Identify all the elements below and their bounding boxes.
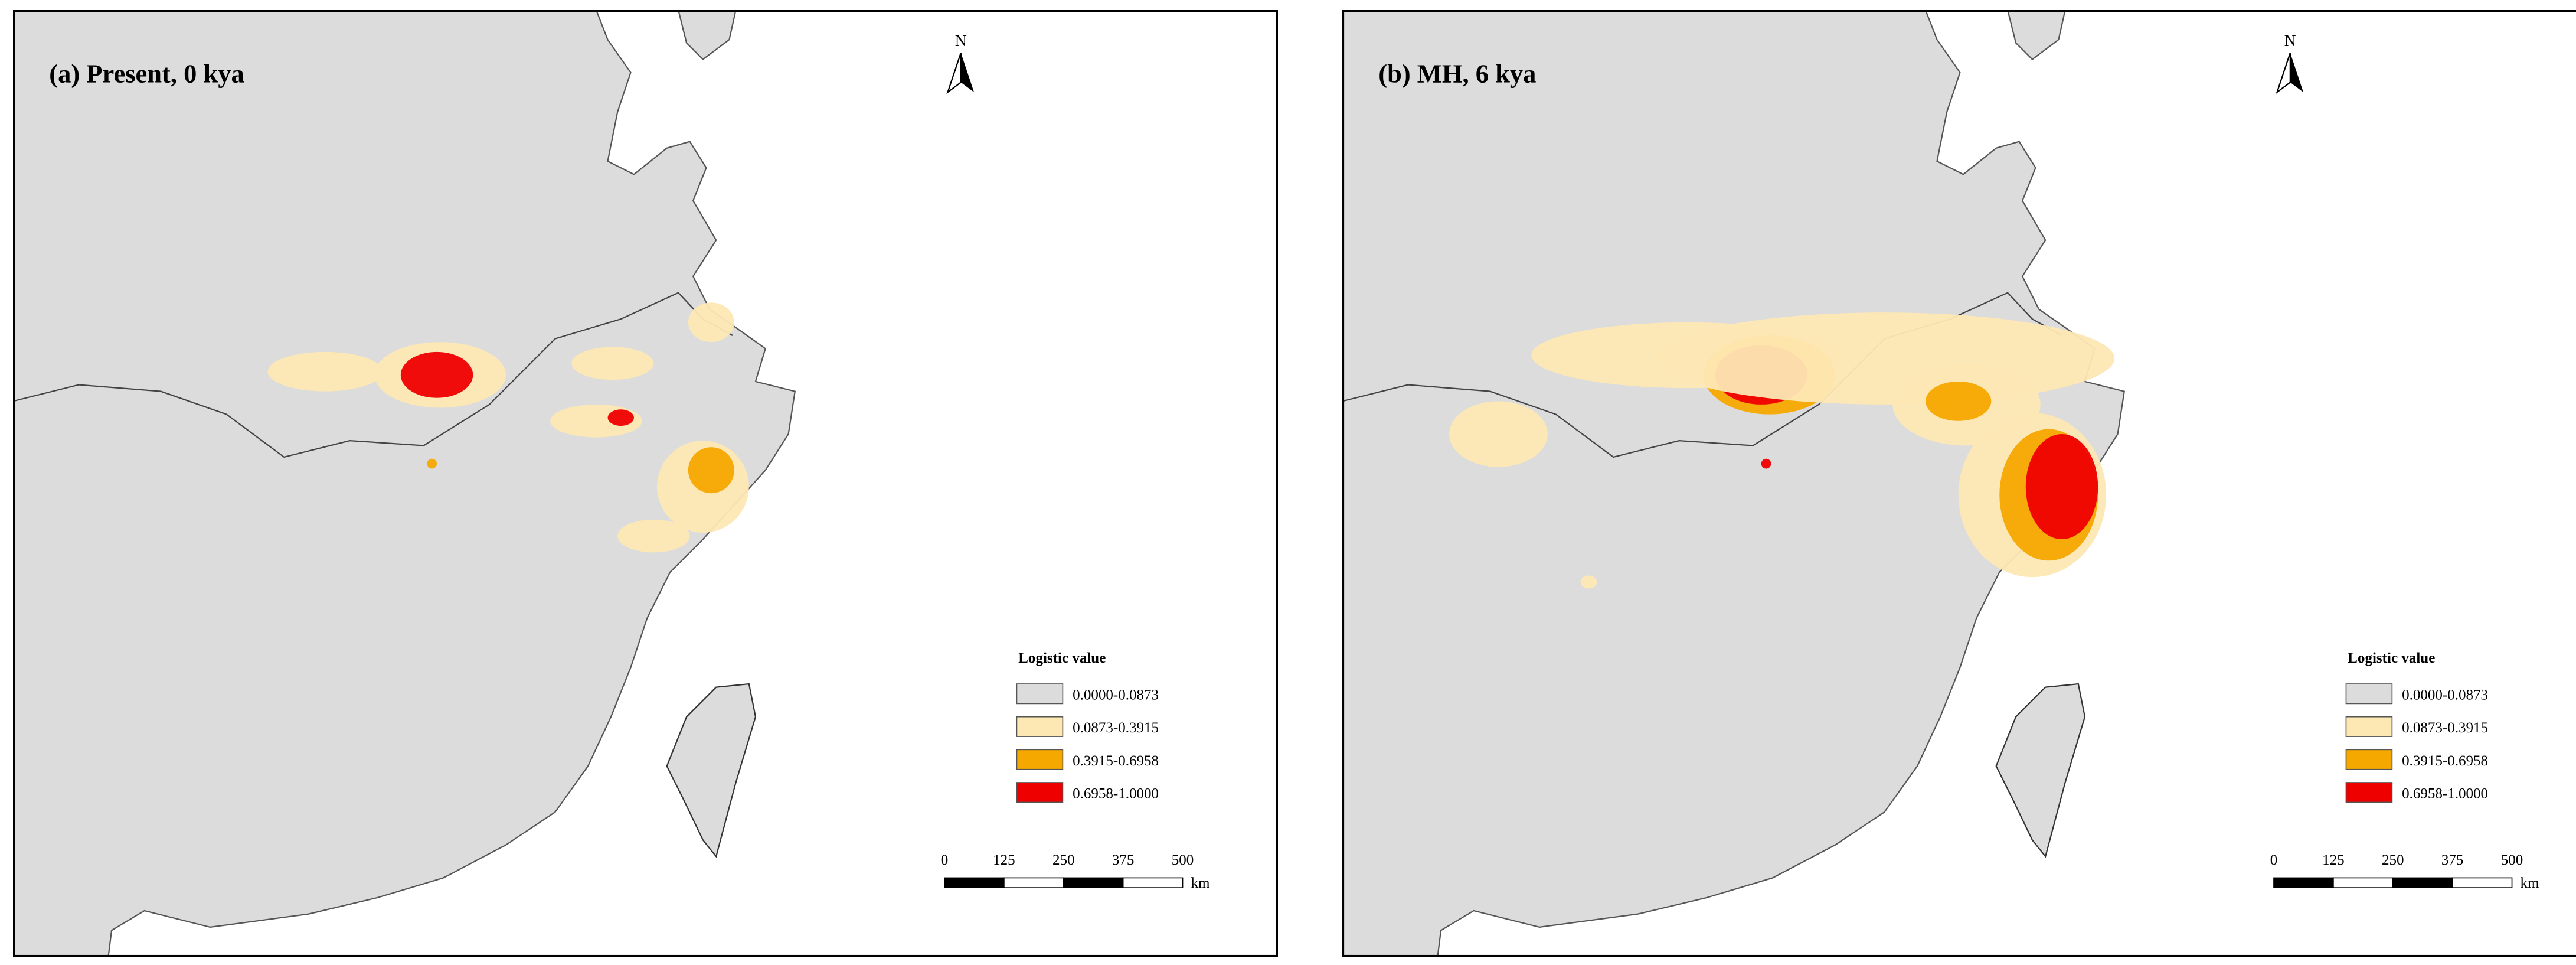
panel-title: (a) Present, 0 kya	[49, 58, 244, 88]
legend-label: 0.0000-0.0873	[1073, 687, 1159, 703]
suitability-patch	[400, 351, 473, 398]
scale-segment	[2392, 877, 2453, 888]
scale-tick-label: 500	[2501, 852, 2523, 868]
map-panel: (a) Present, 0 kya N Logistic value 0.0000-…	[13, 10, 1278, 957]
river	[1342, 292, 2062, 458]
frame	[1342, 10, 2576, 957]
scale-segment	[2333, 877, 2394, 888]
land	[1995, 683, 2086, 858]
frame	[13, 10, 1278, 957]
suitability-patch	[2025, 434, 2098, 540]
legend-swatch	[1016, 782, 1064, 803]
scale-tick-label: 0	[941, 852, 949, 868]
suitability-patch	[688, 302, 734, 343]
legend-swatch	[2345, 782, 2393, 803]
scale-segment	[1063, 877, 1124, 888]
land	[13, 10, 796, 957]
suitability-patch	[267, 351, 383, 392]
scale-tick-label: 500	[1172, 852, 1194, 868]
north-arrow	[2290, 53, 2304, 93]
suitability-patch	[1654, 312, 2115, 405]
legend-swatch	[1016, 683, 1064, 705]
suitability-patch	[607, 409, 635, 426]
legend-label: 0.6958-1.0000	[2402, 785, 2488, 801]
legend-swatch	[2345, 749, 2393, 770]
scale-tick-label: 250	[1052, 852, 1075, 868]
scale-unit: km	[1191, 875, 1210, 891]
scale-segment	[2451, 877, 2513, 888]
scale-tick-label: 375	[1112, 852, 1135, 868]
legend-title: Logistic value	[2348, 650, 2435, 666]
legend-label: 0.0873-0.3915	[1073, 720, 1159, 736]
scale-unit: km	[2520, 875, 2539, 891]
legend-swatch	[1016, 716, 1064, 737]
legend-label: 0.6958-1.0000	[1073, 785, 1159, 801]
suitability-patch	[617, 519, 690, 553]
land	[1342, 10, 2126, 957]
legend-label: 0.0000-0.0873	[2402, 687, 2488, 703]
scale-tick-label: 250	[2382, 852, 2404, 868]
legend-title: Logistic value	[1018, 650, 1106, 666]
scale-tick-label: 125	[993, 852, 1015, 868]
panel-title: (b) MH, 6 kya	[1378, 58, 1536, 88]
scale-segment	[1122, 877, 1184, 888]
suitability-patch	[1926, 381, 1992, 421]
land	[678, 10, 737, 60]
land	[666, 683, 757, 858]
legend-swatch	[2345, 683, 2393, 705]
suitability-patch	[1761, 458, 1771, 469]
scale-segment	[944, 877, 1005, 888]
legend-swatch	[2345, 716, 2393, 737]
legend-swatch	[1016, 749, 1064, 770]
scale-segment	[1003, 877, 1064, 888]
scale-segment	[2273, 877, 2334, 888]
suitability-patch	[688, 447, 734, 494]
map-panel: (b) MH, 6 kya N Logistic value 0.0000-0.087…	[1342, 10, 2576, 957]
river	[13, 292, 733, 458]
suitability-patch	[427, 458, 437, 469]
scale-tick-label: 0	[2270, 852, 2278, 868]
legend-label: 0.0873-0.3915	[2402, 720, 2488, 736]
legend-label: 0.3915-0.6958	[2402, 753, 2488, 769]
scale-tick-label: 375	[2441, 852, 2464, 868]
north-arrow	[960, 53, 975, 93]
scale-tick-label: 125	[2322, 852, 2345, 868]
legend-label: 0.3915-0.6958	[1073, 753, 1159, 769]
suitability-patch	[571, 347, 654, 380]
land	[2007, 10, 2066, 60]
suitability-patch	[1449, 401, 1548, 467]
north-label: N	[2284, 32, 2296, 50]
suitability-patch	[1580, 575, 1597, 589]
north-label: N	[955, 32, 967, 50]
